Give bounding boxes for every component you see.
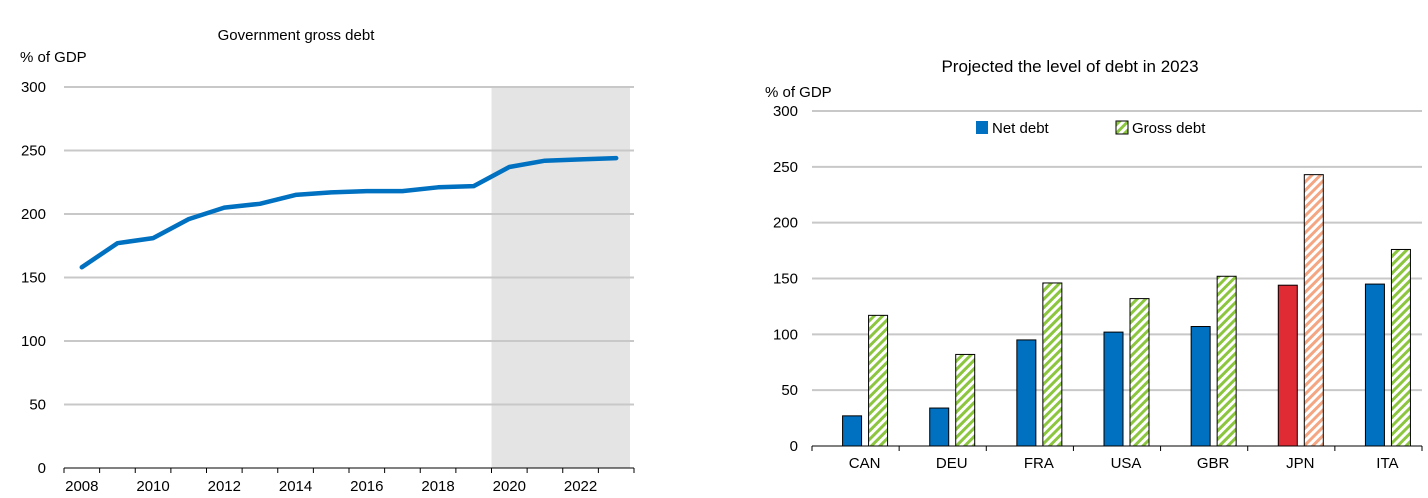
gross-debt-bar-usa xyxy=(1129,298,1150,447)
line-chart-x-axis: 2008 2010 2012 2014 2016 2018 2020 2022 xyxy=(63,467,635,495)
line-chart-y-tick-labels: 0 50 100 150 200 250 300 xyxy=(21,79,46,477)
y-tick-label: 150 xyxy=(773,271,798,288)
y-tick-label: 150 xyxy=(21,270,46,287)
x-category-label: FRA xyxy=(1024,455,1054,472)
y-tick-label: 100 xyxy=(21,333,46,350)
y-tick-label: 300 xyxy=(21,79,46,96)
bar-chart-x-axis: CAN DEU FRA USA GBR JPN ITA xyxy=(811,445,1423,472)
net-debt-bar-gbr xyxy=(1190,326,1211,447)
x-category-label: USA xyxy=(1111,455,1142,472)
x-tick-label: 2020 xyxy=(493,478,526,495)
line-chart-unit-label: % of GDP xyxy=(20,49,87,66)
x-tick-label: 2012 xyxy=(208,478,241,495)
debt-2023-bar-chart: Projected the level of debt in 2023 % of… xyxy=(765,57,1423,472)
gross-debt-bar-can xyxy=(868,314,889,447)
x-tick-label: 2018 xyxy=(421,478,454,495)
x-category-label: GBR xyxy=(1197,455,1230,472)
legend-swatch-gross-debt xyxy=(1115,120,1129,135)
bar-chart-unit-label: % of GDP xyxy=(765,84,832,101)
line-chart-title: Government gross debt xyxy=(218,27,376,44)
bar-chart-y-tick-labels: 0 50 100 150 200 250 300 xyxy=(773,103,798,455)
x-tick-label: 2016 xyxy=(350,478,383,495)
x-category-label: ITA xyxy=(1376,455,1398,472)
net-debt-bar-jpn xyxy=(1277,284,1298,447)
net-debt-bar-ita xyxy=(1364,283,1385,447)
bar-chart-title: Projected the level of debt in 2023 xyxy=(941,57,1198,76)
x-category-label: DEU xyxy=(936,455,968,472)
y-tick-label: 250 xyxy=(773,159,798,176)
y-tick-label: 300 xyxy=(773,103,798,120)
y-tick-label: 0 xyxy=(790,438,798,455)
x-tick-label: 2022 xyxy=(564,478,597,495)
gross-debt-bar-gbr xyxy=(1216,275,1237,447)
x-category-label: CAN xyxy=(849,455,881,472)
net-debt-bar-can xyxy=(842,415,863,447)
y-tick-label: 250 xyxy=(21,143,46,160)
gross-debt-bar-jpn xyxy=(1303,174,1324,447)
gross-debt-bar-deu xyxy=(955,353,976,447)
gross-debt-line-chart: Government gross debt % of GDP 0 50 100 150… xyxy=(20,27,635,495)
legend-label-net-debt: Net debt xyxy=(992,120,1050,137)
gross-debt-line xyxy=(79,155,619,270)
y-tick-label: 200 xyxy=(773,215,798,232)
x-category-label: JPN xyxy=(1286,455,1314,472)
y-tick-label: 50 xyxy=(781,382,798,399)
gross-debt-bar-ita xyxy=(1390,248,1411,447)
net-debt-bar-fra xyxy=(1016,339,1037,447)
x-tick-label: 2008 xyxy=(65,478,98,495)
bar-chart-bars xyxy=(842,174,1411,447)
bar-chart-legend: Net debt Gross debt xyxy=(976,120,1206,137)
legend-swatch-net-debt xyxy=(976,121,988,134)
y-tick-label: 50 xyxy=(29,397,46,414)
x-tick-label: 2010 xyxy=(136,478,169,495)
y-tick-label: 0 xyxy=(38,460,46,477)
net-debt-bar-deu xyxy=(929,407,950,447)
legend-label-gross-debt: Gross debt xyxy=(1132,120,1206,137)
x-tick-label: 2014 xyxy=(279,478,312,495)
y-tick-label: 100 xyxy=(773,326,798,343)
line-chart-gridlines xyxy=(64,86,634,406)
gross-debt-bar-fra xyxy=(1042,282,1063,447)
net-debt-bar-usa xyxy=(1103,331,1124,447)
line-chart-series xyxy=(79,155,619,270)
y-tick-label: 200 xyxy=(21,206,46,223)
